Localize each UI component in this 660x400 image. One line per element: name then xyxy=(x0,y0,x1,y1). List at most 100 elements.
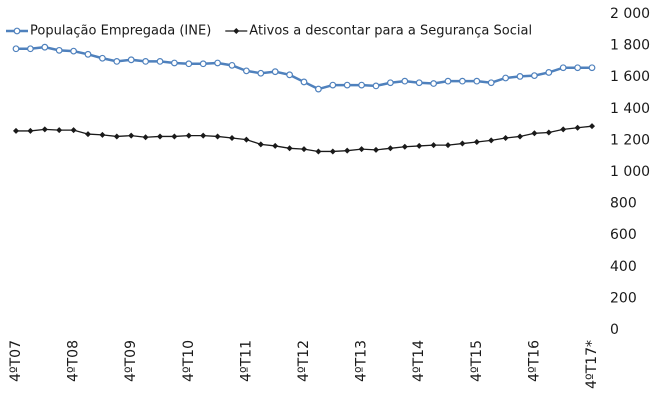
point xyxy=(358,81,366,89)
point xyxy=(588,64,596,72)
point xyxy=(445,142,451,149)
point xyxy=(372,82,380,90)
point xyxy=(574,124,581,131)
point xyxy=(271,68,279,76)
point xyxy=(113,133,120,140)
point xyxy=(502,74,510,82)
point xyxy=(70,47,77,55)
point xyxy=(473,77,481,85)
x-tick-label: 4ºT17* xyxy=(584,340,600,389)
point xyxy=(559,64,567,72)
point xyxy=(286,145,293,152)
y-tick-label: 1 800 xyxy=(610,38,650,54)
y-tick-label: 1 600 xyxy=(610,69,650,85)
point xyxy=(27,127,34,134)
point xyxy=(301,146,307,153)
x-tick-label: 4ºT11 xyxy=(238,340,254,382)
point xyxy=(373,146,379,153)
x-tick-label: 4ºT10 xyxy=(181,340,197,382)
point xyxy=(401,143,408,150)
point xyxy=(41,126,48,133)
x-tick-label: 4ºT16 xyxy=(526,340,542,382)
point xyxy=(358,146,365,153)
point xyxy=(416,142,423,149)
point xyxy=(517,133,523,140)
point xyxy=(41,43,49,51)
point xyxy=(401,77,409,85)
point xyxy=(185,132,192,139)
point xyxy=(488,137,495,144)
point xyxy=(228,61,236,69)
point xyxy=(214,59,222,67)
point xyxy=(459,77,466,85)
point xyxy=(531,72,538,80)
point xyxy=(242,67,250,75)
point xyxy=(156,58,164,65)
point xyxy=(99,131,106,138)
point xyxy=(128,132,135,139)
point xyxy=(70,127,77,134)
point xyxy=(300,78,308,86)
point xyxy=(243,136,250,143)
point xyxy=(315,85,322,93)
point xyxy=(531,130,538,137)
point xyxy=(315,148,322,155)
point xyxy=(84,50,92,58)
y-tick-label: 400 xyxy=(610,259,637,275)
point xyxy=(272,142,279,149)
point xyxy=(12,45,20,53)
point xyxy=(545,129,552,136)
point xyxy=(589,123,595,130)
y-tick-label: 2 000 xyxy=(610,6,650,22)
point xyxy=(199,60,207,68)
y-tick-label: 600 xyxy=(610,227,637,243)
point xyxy=(286,71,294,79)
point xyxy=(214,133,221,140)
point xyxy=(113,58,121,65)
point xyxy=(574,64,581,72)
x-tick-label: 4ºT14 xyxy=(411,340,427,382)
y-tick-label: 200 xyxy=(610,290,637,306)
x-tick-label: 4ºT15 xyxy=(469,340,485,382)
point xyxy=(98,54,106,62)
point xyxy=(444,77,452,85)
point xyxy=(343,81,351,89)
point xyxy=(257,141,264,148)
legend-label: População Empregada (INE) xyxy=(30,24,211,39)
point xyxy=(185,60,193,68)
point xyxy=(171,133,178,140)
x-tick-label: 4ºT13 xyxy=(354,340,370,382)
point xyxy=(329,148,336,155)
point xyxy=(430,142,437,149)
y-tick-label: 1 400 xyxy=(610,101,650,117)
point xyxy=(329,81,337,89)
point xyxy=(127,56,135,64)
point xyxy=(13,127,19,134)
x-tick-label: 4ºT08 xyxy=(66,340,82,382)
legend-marker xyxy=(233,28,240,34)
legend-label: Ativos a descontar para a Segurança Soci… xyxy=(249,24,532,39)
point xyxy=(257,69,265,77)
point xyxy=(157,133,163,140)
x-tick-label: 4ºT09 xyxy=(123,340,139,382)
y-tick-label: 1 200 xyxy=(610,132,650,148)
point xyxy=(27,45,34,53)
point xyxy=(387,79,394,87)
point xyxy=(459,140,466,147)
point xyxy=(387,145,394,152)
point xyxy=(85,131,91,138)
point xyxy=(415,79,423,87)
point xyxy=(560,126,567,133)
x-tick-label: 4ºT07 xyxy=(8,340,24,382)
point xyxy=(56,127,63,134)
point xyxy=(502,135,509,142)
point xyxy=(200,132,207,139)
point xyxy=(516,73,524,80)
point xyxy=(545,69,553,76)
point xyxy=(344,147,351,154)
point xyxy=(473,138,480,145)
y-tick-label: 0 xyxy=(610,322,619,338)
point xyxy=(487,79,495,87)
y-tick-label: 800 xyxy=(610,196,637,212)
